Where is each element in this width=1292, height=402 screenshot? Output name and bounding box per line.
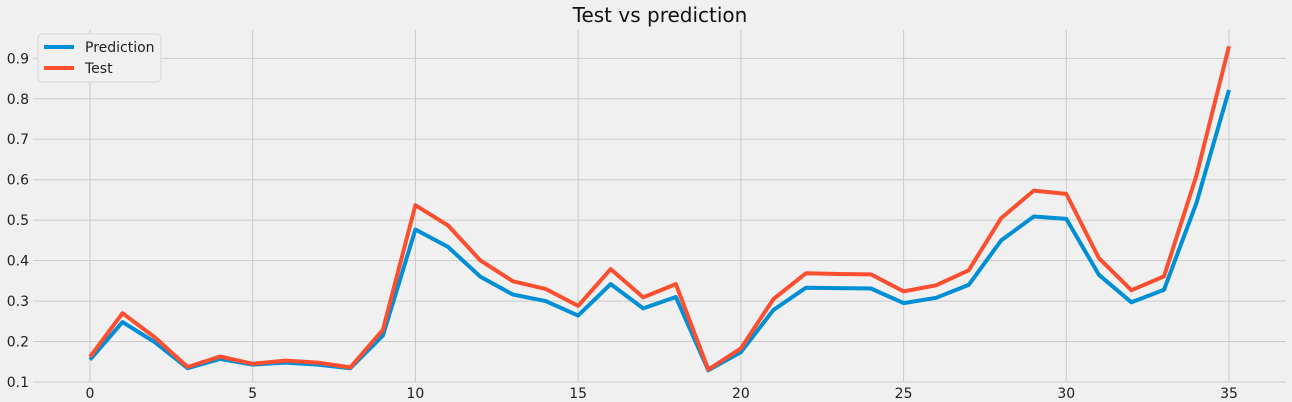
y-tick-label: 0.2 <box>7 335 29 351</box>
y-tick-label: 0.1 <box>7 375 29 391</box>
x-tick-label: 20 <box>732 386 750 402</box>
x-tick-label: 10 <box>406 386 424 402</box>
y-tick-label: 0.8 <box>7 92 29 108</box>
series-lines <box>88 45 1231 373</box>
legend-label-prediction: Prediction <box>85 40 155 56</box>
series-line-prediction <box>88 89 1231 373</box>
y-tick-label: 0.6 <box>7 173 29 189</box>
x-tick-label: 15 <box>569 386 587 402</box>
grid <box>33 30 1286 383</box>
legend-label-test: Test <box>84 61 113 77</box>
y-tick-label: 0.5 <box>7 213 29 229</box>
y-tick-label: 0.7 <box>7 132 29 148</box>
series-line-test <box>88 45 1231 372</box>
x-tick-label: 0 <box>85 386 94 402</box>
legend: Prediction Test <box>37 33 162 83</box>
y-tick-label: 0.3 <box>7 294 29 310</box>
y-tick-label: 0.4 <box>7 254 29 270</box>
x-tick-label: 25 <box>895 386 913 402</box>
x-tick-label: 30 <box>1057 386 1075 402</box>
chart-title: Test vs prediction <box>572 3 748 27</box>
y-tick-label: 0.9 <box>7 51 29 67</box>
x-tick-label: 5 <box>248 386 257 402</box>
x-tick-label: 35 <box>1220 386 1238 402</box>
tick-labels: 0 5 10 15 20 25 30 35 0.1 0.2 0.3 0.4 0.5 0.6 0.7 0.8 0.… <box>7 51 1238 402</box>
